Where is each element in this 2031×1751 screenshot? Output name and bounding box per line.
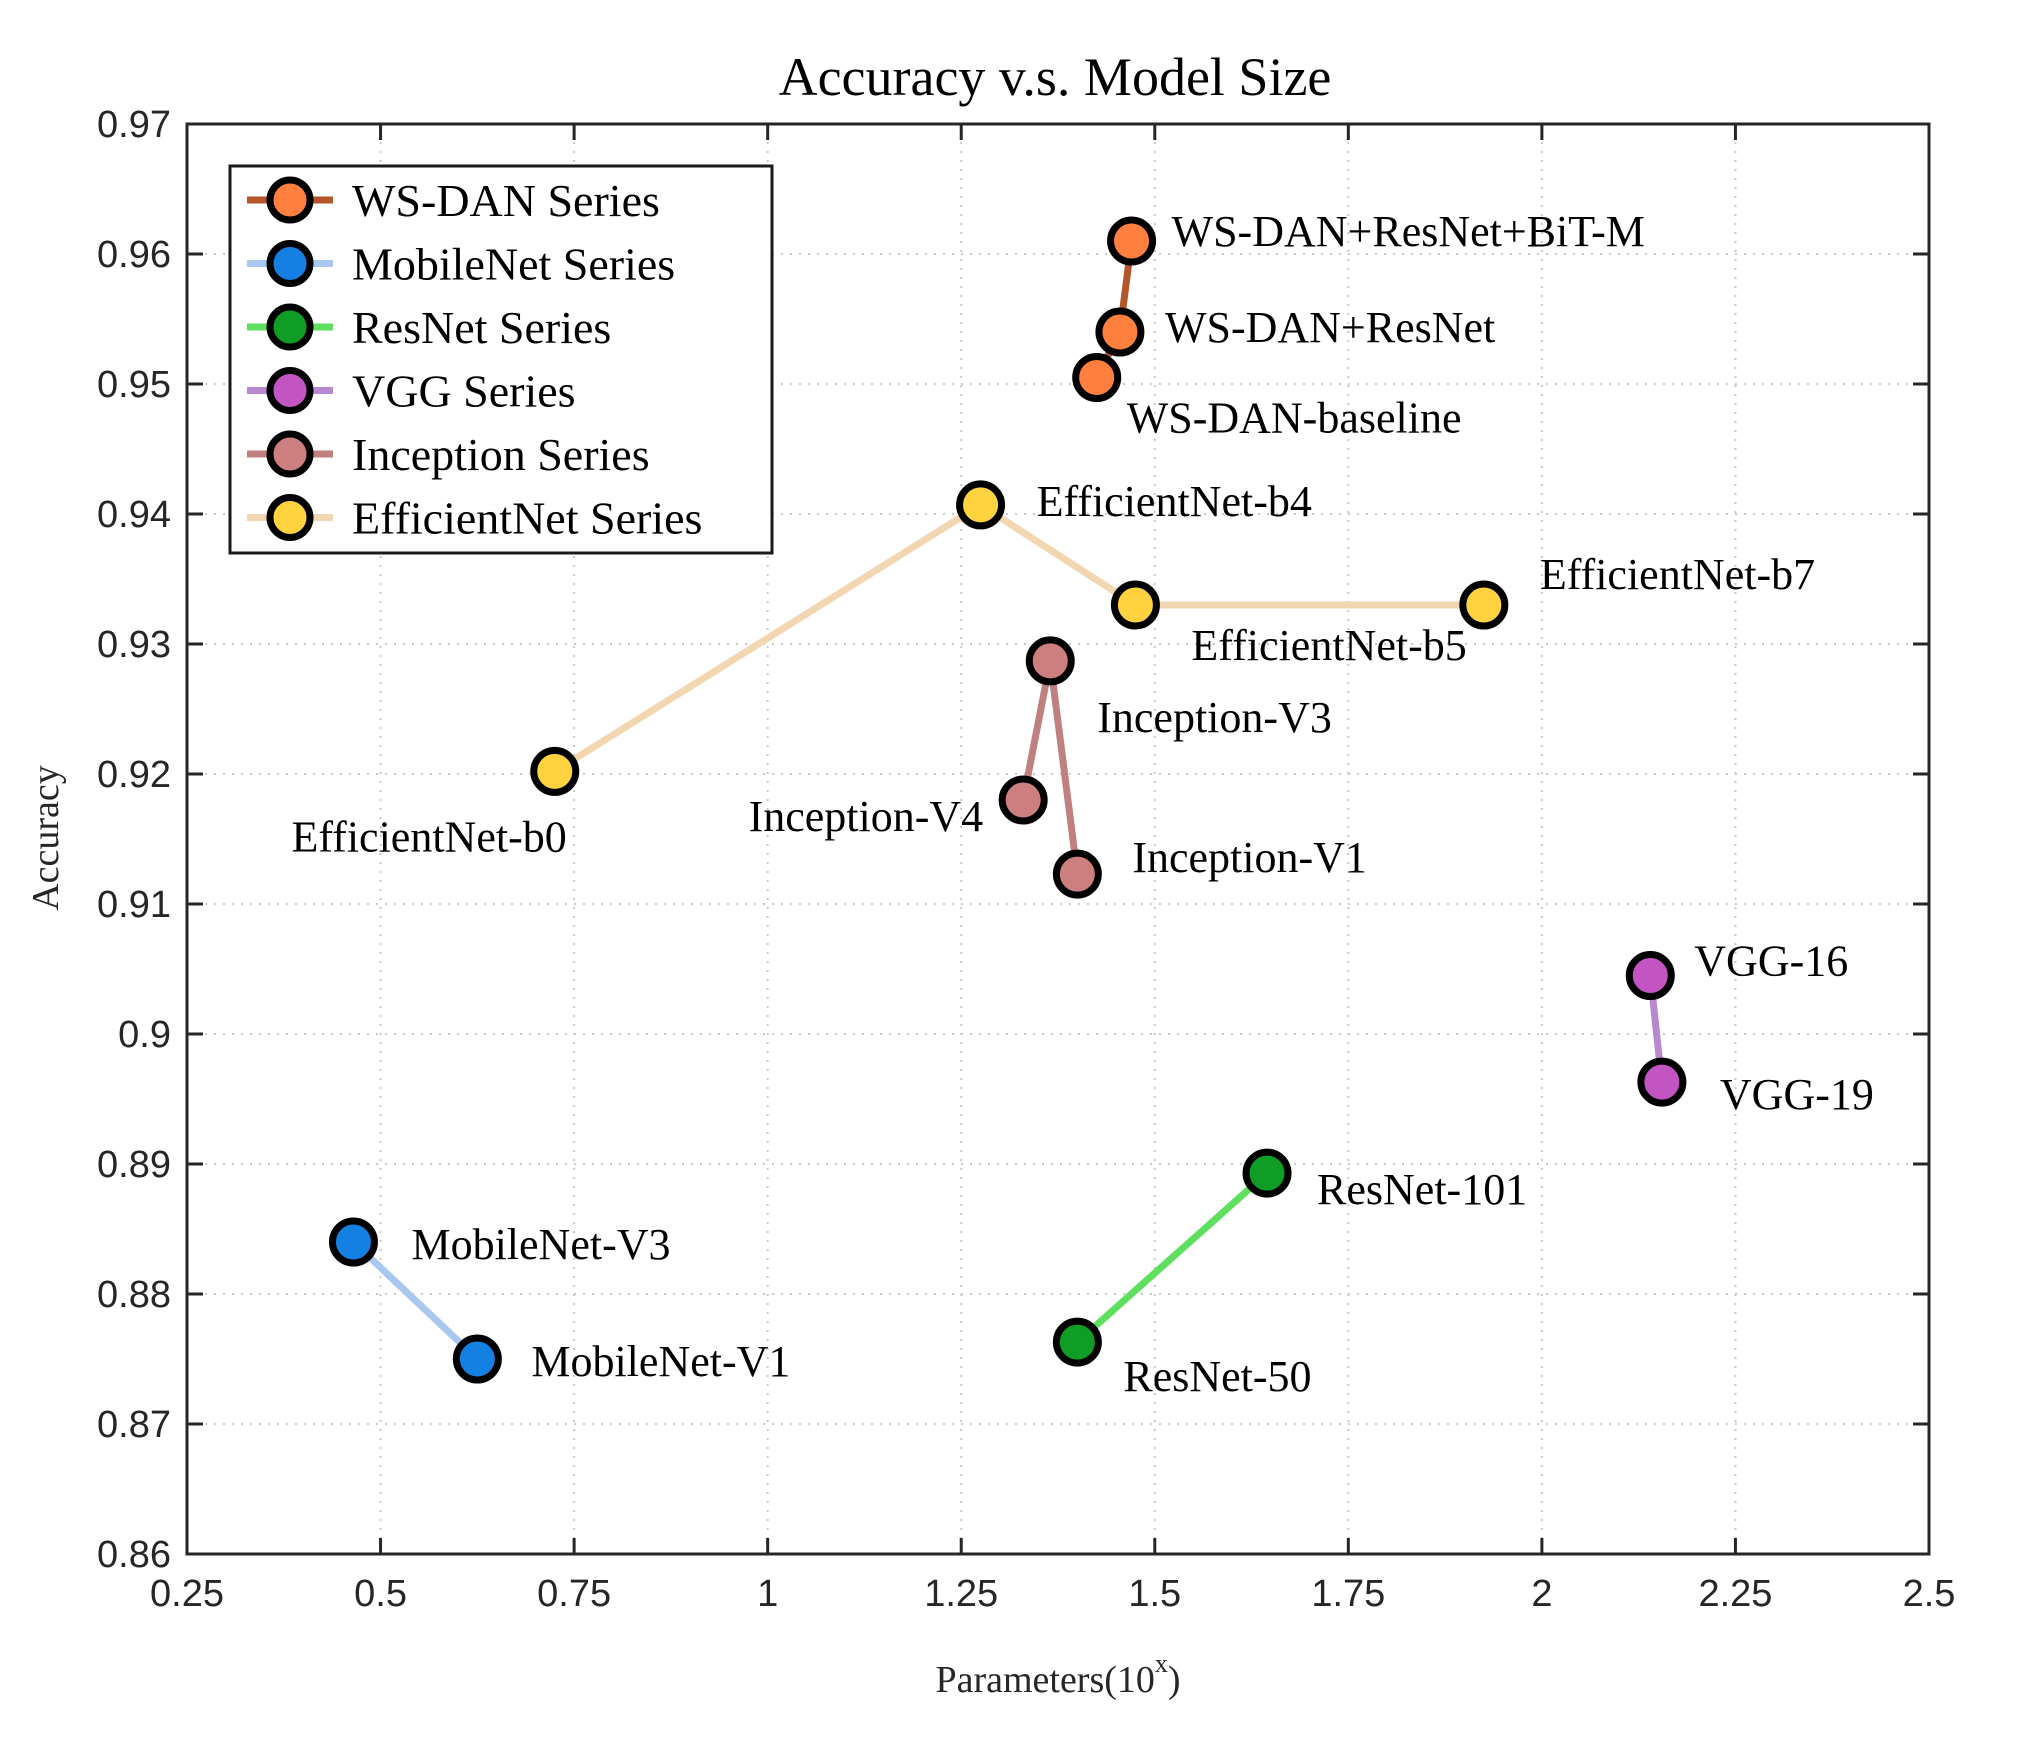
data-point-label: MobileNet-V1 [531,1337,790,1386]
x-tick-labels: 0.25 0.5 0.75 1 1.25 1.5 1.75 2 2.25 2.5 [150,1573,1955,1615]
y-tick-label: 0.87 [97,1404,171,1446]
legend-label: ResNet Series [352,302,611,353]
x-tick-label: 0.5 [354,1573,407,1615]
data-point-marker [1052,849,1102,899]
legend-marker [266,240,314,287]
data-point-label: ResNet-50 [1123,1352,1311,1401]
data-point-label: VGG-16 [1694,937,1848,986]
data-point-label: WS-DAN+ResNet [1165,303,1495,352]
data-point-label: EfficientNet-b4 [1037,477,1312,526]
data-point-marker [1107,216,1157,266]
data-point-label: EfficientNet-b5 [1191,621,1466,670]
data-point-marker [1625,951,1675,1000]
legend-label: Inception Series [352,429,650,480]
data-point-label: VGG-19 [1720,1070,1874,1119]
y-tick-label: 0.96 [97,234,171,276]
legend-label: MobileNet Series [352,239,675,290]
data-point-marker [1110,580,1160,630]
data-point-label: WS-DAN+ResNet+BiT-M [1172,207,1645,256]
x-tick-label: 1 [757,1573,778,1615]
series-line [349,1238,481,1363]
y-tick-label: 0.93 [97,624,171,666]
y-tick-label: 0.86 [97,1534,171,1576]
legend-marker [266,494,314,541]
data-point-marker [1095,307,1145,357]
y-tick-label: 0.9 [118,1014,171,1056]
x-tick-label: 2.5 [1903,1573,1956,1615]
y-tick-label: 0.92 [97,754,171,796]
series-markers [328,216,1687,1384]
legend-label: WS-DAN Series [352,175,660,226]
x-tick-label: 0.75 [537,1573,611,1615]
y-tick-label: 0.94 [97,494,171,536]
x-tick-label: 2.25 [1698,1573,1772,1615]
data-point-label: MobileNet-V3 [411,1220,670,1269]
legend: WS-DAN Series MobileNet Series ResNet Seri… [228,164,774,555]
data-point-label: Inception-V1 [1132,833,1367,882]
y-tick-label: 0.97 [97,104,171,146]
data-point-label: Inception-V4 [749,792,984,841]
x-tick-label: 1.25 [924,1573,998,1615]
legend-marker [266,367,314,414]
legend-marker [266,303,314,351]
point-labels: EfficientNet-b0 EfficientNet-b4 EfficientN… [291,207,1873,1401]
series-line [1073,1169,1271,1346]
legend-box [228,164,774,555]
y-tick-label: 0.88 [97,1274,171,1316]
data-point-marker [1025,636,1075,686]
data-point-marker [1052,1317,1102,1367]
data-point-label: EfficientNet-b0 [291,812,566,861]
x-tick-label: 1.75 [1311,1573,1385,1615]
data-point-label: EfficientNet-b7 [1540,550,1815,599]
legend-label: VGG Series [352,366,576,417]
legend-marker [266,430,314,478]
data-point-marker [530,746,580,796]
data-point-marker [1242,1148,1292,1198]
data-point-marker [998,775,1048,825]
y-tick-label: 0.89 [97,1144,171,1186]
chart-title: Accuracy v.s. Model Size [779,47,1332,107]
x-tick-label: 1.5 [1128,1573,1181,1615]
axis-ticks [185,122,1931,1556]
series-line [551,501,1488,775]
data-point-label: Inception-V3 [1097,693,1332,742]
data-point-marker [328,1217,378,1267]
data-point-marker [1637,1057,1687,1107]
y-tick-label: 0.95 [97,364,171,406]
x-axis-label: Parameters(10x) [935,1649,1180,1701]
data-point-marker [1459,580,1509,630]
legend-marker [266,176,314,224]
x-tick-label: 0.25 [150,1573,224,1615]
data-point-marker [1072,353,1122,402]
data-point-label: ResNet-101 [1317,1165,1527,1214]
plot-frame [185,122,1931,1556]
data-point-marker [452,1334,502,1384]
data-point-marker [956,480,1006,530]
y-axis-label: Accuracy [25,765,67,911]
data-point-label: WS-DAN-baseline [1127,394,1462,443]
legend-label: EfficientNet Series [352,493,702,544]
x-tick-label: 2 [1531,1573,1552,1615]
y-tick-labels: 0.86 0.87 0.88 0.89 0.9 0.91 0.92 0.93 0.94 0.95 0… [97,104,171,1576]
y-tick-label: 0.91 [97,884,171,926]
